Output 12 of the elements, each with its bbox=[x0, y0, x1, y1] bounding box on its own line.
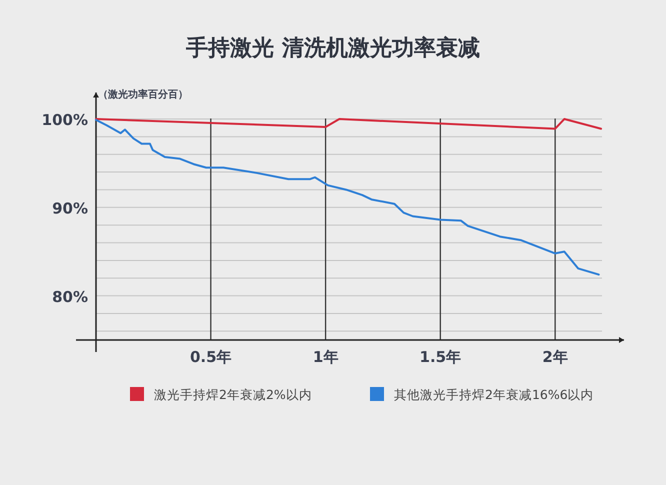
x-tick-label: 1.5年 bbox=[420, 348, 462, 366]
legend-label: 其他激光手持焊2年衰减16%6以内 bbox=[394, 387, 594, 402]
x-tick-label: 2年 bbox=[542, 348, 568, 366]
y-tick-label: 100% bbox=[42, 111, 88, 130]
chart-title: 手持激光 清洗机激光功率衰减 bbox=[185, 35, 480, 61]
y-tick-label: 80% bbox=[52, 288, 88, 306]
y-tick-label: 90% bbox=[52, 199, 88, 218]
legend-label: 激光手持焊2年衰减2%以内 bbox=[154, 387, 312, 402]
x-tick-label: 1年 bbox=[312, 348, 338, 366]
line-series bbox=[95, 118, 600, 276]
x-tick-label: 0.5年 bbox=[190, 348, 232, 366]
y-axis-title: （激光功率百分百） bbox=[98, 88, 188, 100]
